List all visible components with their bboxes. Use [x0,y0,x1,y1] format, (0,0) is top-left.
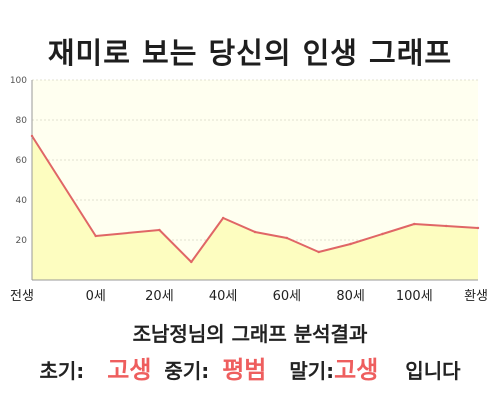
data-point [30,134,34,138]
data-point [285,236,289,240]
early-value: 고생 [107,356,152,384]
late-value: 고생 [334,356,379,384]
life-graph-chart: 20 40 60 80 100 전생 0세 20세 40세 60세 80세 100세 환생 [10,76,488,304]
x-tick-label: 0세 [86,289,106,304]
early-label: 초기: [39,359,85,383]
data-point [413,222,416,226]
y-tick-label: 20 [16,236,28,246]
x-tick-label: 환생 [464,289,488,304]
x-tick-label: 100세 [396,289,433,304]
data-point [444,224,448,228]
mid-value: 평범 [222,356,267,384]
analysis-heading: 조남정님의 그래프 분석결과 [132,322,368,346]
x-axis-ticks: 전생 0세 20세 40세 60세 80세 100세 환생 [10,289,488,304]
analysis-result: 초기: 고생 중기: 평범 말기:고생 입니다 [0,350,500,385]
y-tick-label: 80 [16,116,28,126]
data-point [94,234,97,238]
data-point [221,216,225,220]
x-tick-label: 80세 [336,289,365,304]
data-point [158,228,161,232]
data-point [317,250,320,254]
y-tick-label: 40 [16,196,28,206]
data-point [190,260,193,264]
x-tick-label: 20세 [145,289,174,304]
data-point [349,242,352,246]
y-tick-label: 100 [10,76,27,86]
area-fill [32,136,478,280]
late-label: 말기: [289,359,335,383]
data-point [381,232,384,236]
ending-text: 입니다 [405,359,461,383]
page-title: 재미로 보는 당신의 인생 그래프 [47,36,453,70]
x-tick-label: 40세 [209,289,238,304]
mid-label: 중기: [164,359,210,383]
y-tick-label: 60 [16,156,28,166]
y-axis-ticks: 20 40 60 80 100 [10,76,27,246]
x-tick-label: 전생 [10,289,34,304]
x-tick-label: 60세 [273,289,302,304]
data-point [476,226,480,230]
data-point [253,230,257,234]
